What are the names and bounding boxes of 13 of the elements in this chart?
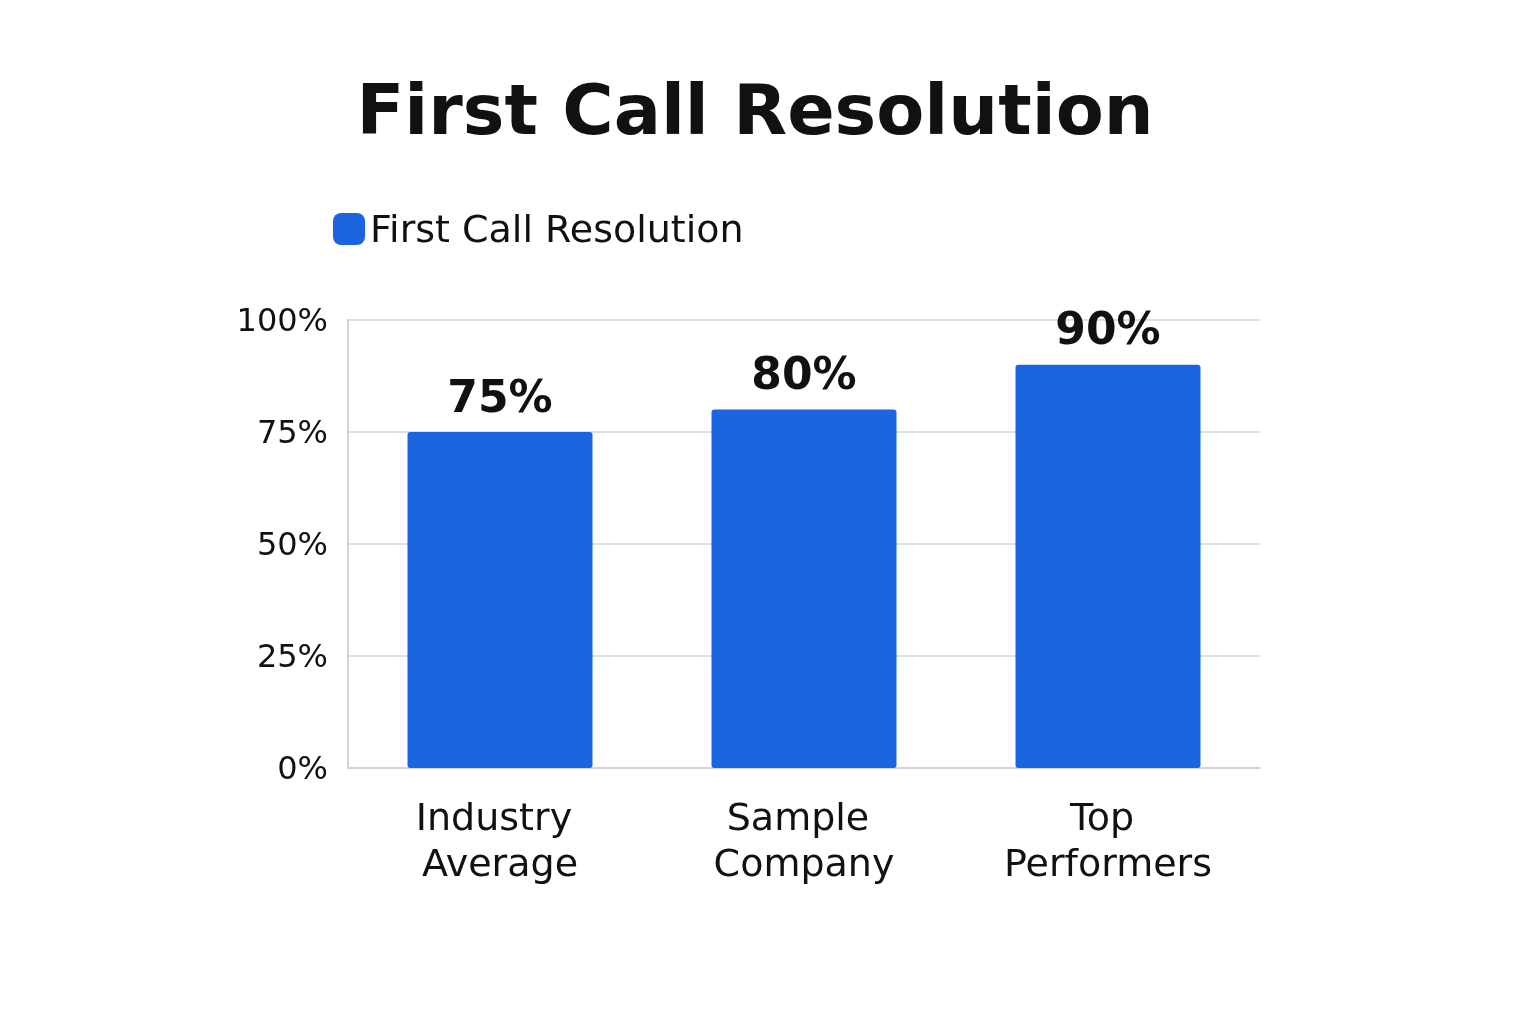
y-tick-label: 25% xyxy=(256,637,328,675)
y-tick-label: 75% xyxy=(256,413,328,451)
x-tick-label: Industry Average xyxy=(415,795,585,885)
data-label: 80% xyxy=(751,348,857,400)
x-tick-label: Sample Company xyxy=(713,795,895,885)
data-label: 90% xyxy=(1055,303,1161,355)
x-tick-label: Top Performers xyxy=(1004,795,1212,885)
chart-title: First Call Resolution xyxy=(356,69,1154,151)
y-tick-label: 100% xyxy=(236,301,328,339)
y-tick-label: 50% xyxy=(256,525,328,563)
y-tick-label: 0% xyxy=(277,749,328,787)
data-label: 75% xyxy=(447,370,553,422)
legend-label: First Call Resolution xyxy=(370,207,744,251)
